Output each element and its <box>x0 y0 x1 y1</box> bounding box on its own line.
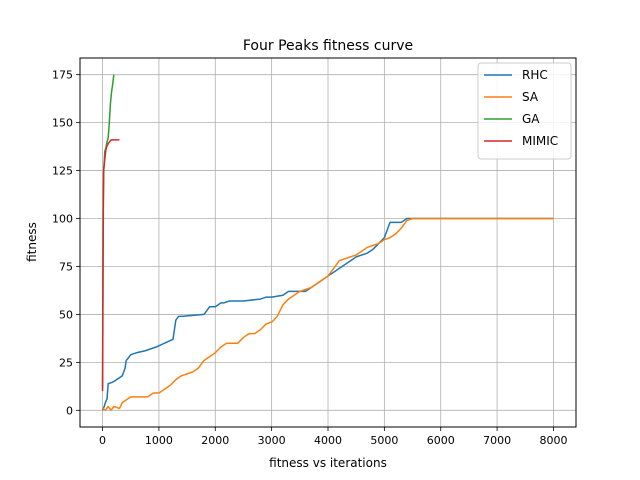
legend-label-rhc: RHC <box>522 68 548 82</box>
legend-label-ga: GA <box>522 112 540 126</box>
y-axis-label: fitness <box>25 222 39 262</box>
y-tick-label: 75 <box>59 260 73 273</box>
series-line-rhc <box>101 217 554 411</box>
x-tick-label: 7000 <box>483 434 511 447</box>
x-axis-label: fitness vs iterations <box>269 456 387 470</box>
y-tick-label: 50 <box>59 308 73 321</box>
y-tick-label: 0 <box>66 404 73 417</box>
x-tick-label: 4000 <box>314 434 342 447</box>
legend: RHC SA GA MIMIC <box>477 62 572 160</box>
legend-label-sa: SA <box>522 90 539 104</box>
x-tick-label: 1000 <box>145 434 173 447</box>
y-axis-ticks: 0 25 50 75 100 125 150 175 <box>52 69 80 417</box>
x-tick-label: 0 <box>99 434 106 447</box>
legend-box <box>477 62 572 160</box>
x-tick-label: 8000 <box>539 434 567 447</box>
series-line-mimic <box>101 139 120 392</box>
x-tick-label: 6000 <box>427 434 455 447</box>
y-tick-label: 25 <box>59 356 73 369</box>
x-tick-label: 2000 <box>201 434 229 447</box>
y-tick-label: 150 <box>52 117 73 130</box>
chart-title: Four Peaks fitness curve <box>243 38 413 54</box>
series-line-sa <box>102 217 554 412</box>
x-tick-label: 3000 <box>258 434 286 447</box>
x-axis-ticks: 0 1000 2000 3000 4000 5000 6000 7000 8000 <box>99 427 567 447</box>
legend-label-mimic: MIMIC <box>522 134 558 148</box>
y-tick-label: 175 <box>52 69 73 82</box>
y-tick-label: 100 <box>52 213 73 226</box>
y-tick-label: 125 <box>52 165 73 178</box>
x-tick-label: 5000 <box>370 434 398 447</box>
series-layer <box>101 74 554 412</box>
